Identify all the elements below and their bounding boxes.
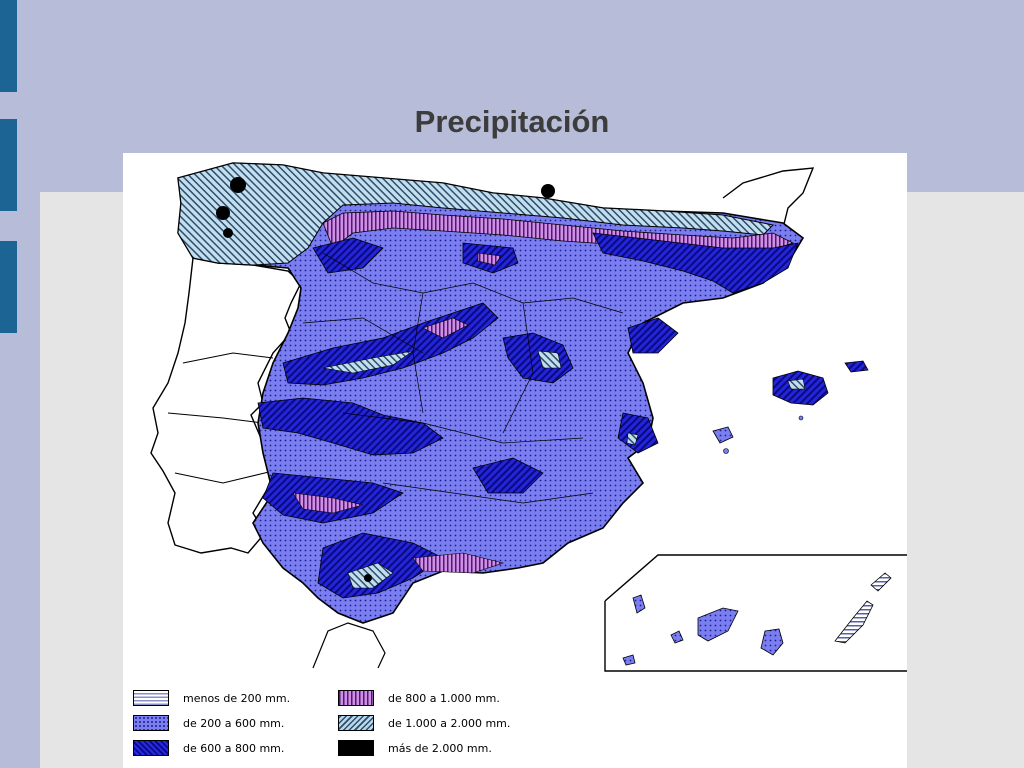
- legend-label-600-800: de 600 a 800 mm.: [183, 741, 285, 755]
- legend-item-lt200: menos de 200 mm.: [133, 688, 290, 708]
- legend-label-1000-2000: de 1.000 a 2.000 mm.: [388, 716, 511, 730]
- precipitation-map: menos de 200 mm. de 200 a 600 mm. de 600…: [123, 153, 907, 768]
- legend-label-800-1000: de 800 a 1.000 mm.: [388, 691, 500, 705]
- legend-item-600-800: de 600 a 800 mm.: [133, 738, 284, 758]
- canary-island-4: [760, 628, 784, 656]
- canary-island-3: [697, 607, 739, 642]
- balearic-ibiza: [712, 426, 734, 444]
- legend-swatch-200-600: [133, 715, 169, 731]
- slide-title: Precipitación: [414, 104, 610, 139]
- canary-inset-frame: [604, 554, 907, 672]
- france-coast: [722, 167, 815, 229]
- legend-swatch-lt200: [133, 690, 169, 706]
- balearic-menorca: [844, 360, 869, 373]
- north-wet-belt: [177, 162, 775, 266]
- legend-item-gt2000: más de 2.000 mm.: [338, 738, 492, 758]
- legend-swatch-600-800: [133, 740, 169, 756]
- accent-bar-top: [0, 0, 17, 92]
- legend-swatch-gt2000: [338, 740, 374, 756]
- morocco-coast: [312, 622, 386, 669]
- legend: menos de 200 mm. de 200 a 600 mm. de 600…: [133, 683, 893, 763]
- legend-swatch-800-1000: [338, 690, 374, 706]
- legend-label-lt200: menos de 200 mm.: [183, 691, 291, 705]
- accent-bar-bottom: [0, 241, 17, 333]
- pyrenees-600-800: [592, 232, 799, 294]
- accent-bar-middle: [0, 119, 17, 211]
- map-drawing: [150, 162, 907, 672]
- legend-swatch-1000-2000: [338, 715, 374, 731]
- canary-island-5: [834, 600, 874, 644]
- legend-label-gt2000: más de 2.000 mm.: [388, 741, 492, 755]
- canary-island-6: [870, 572, 892, 592]
- canary-island-7: [622, 654, 636, 666]
- canary-island-2: [670, 630, 684, 644]
- canary-island-1: [632, 594, 646, 614]
- legend-item-200-600: de 200 a 600 mm.: [133, 713, 284, 733]
- legend-item-800-1000: de 800 a 1.000 mm.: [338, 688, 500, 708]
- legend-label-200-600: de 200 a 600 mm.: [183, 716, 285, 730]
- legend-item-1000-2000: de 1.000 a 2.000 mm.: [338, 713, 510, 733]
